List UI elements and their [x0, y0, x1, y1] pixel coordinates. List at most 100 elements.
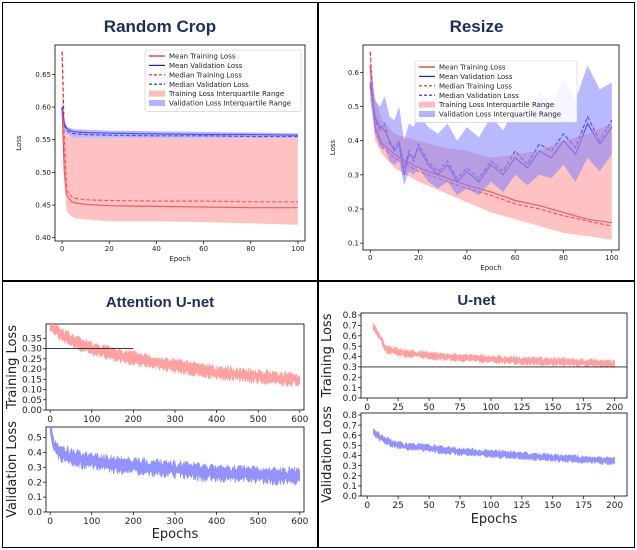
- x-tick-label: 25: [392, 501, 403, 511]
- x-tick-label: 500: [250, 415, 267, 425]
- unet-chart: 0 25 50 75 100 125 150 175 2000.00.10.20.30.40.5…: [320, 311, 628, 527]
- series-group: [373, 322, 615, 369]
- y-tick-label: 0.5: [348, 103, 359, 111]
- x-tick-label: 600: [291, 415, 308, 425]
- y-tick-label: 0.40: [35, 234, 51, 242]
- legend-swatch: [419, 101, 435, 108]
- y-tick-label: 0.30: [22, 345, 42, 355]
- x-axis-label: Epochs: [152, 527, 199, 542]
- y-tick-label: 0.50: [35, 169, 51, 177]
- y-axis-label: Training Loss: [320, 313, 335, 398]
- random-crop-chart: 0 20 40 60 80 100 0.40 0.45 0.50 0.55 0.60 0.65 Epoc…: [15, 44, 306, 263]
- y-tick-label: 0.45: [35, 202, 51, 210]
- y-tick-label: 0.4: [28, 449, 43, 459]
- legend-swatch: [149, 90, 165, 97]
- x-tick-label: 200: [125, 415, 142, 425]
- x-tick-label: 300: [166, 415, 183, 425]
- series-group: [369, 51, 613, 240]
- iqr-band: [370, 65, 612, 196]
- y-tick-label: 0.20: [22, 365, 42, 375]
- iqr-band: [370, 51, 612, 240]
- x-tick-label: 60: [511, 254, 520, 262]
- x-tick-label: 100: [83, 415, 100, 425]
- x-tick-label: 175: [575, 403, 592, 413]
- y-tick-label: 0.1: [28, 493, 42, 503]
- x-tick-label: 0: [368, 254, 372, 262]
- legend-label: Mean Training Loss: [169, 53, 236, 61]
- legend-label: Mean Training Loss: [439, 64, 506, 72]
- panel-attention-unet: Attention U-net 0 100 200 300 400 500 600 0.00 0…: [2, 281, 318, 548]
- y-tick-label: 0.2: [348, 205, 359, 213]
- y-tick-label: 0.3: [343, 462, 357, 472]
- plot-area: 0 20 40 60 80 100 0.1 0.2 0.3 0.4 0.5 0.6 Epoch Loss: [329, 44, 620, 272]
- y-tick-label: 0.8: [343, 311, 358, 321]
- x-tick-label: 25: [392, 403, 403, 413]
- panel-resize: Resize 0 20 40 60 80 100 0.1 0.2 0.3 0.4 0.5 0.6 Epo…: [318, 2, 635, 281]
- x-tick-label: 50: [423, 403, 435, 413]
- y-tick-label: 0.2: [28, 478, 42, 488]
- y-tick-label: 0.0: [343, 492, 358, 502]
- x-tick-label: 100: [83, 517, 100, 527]
- legend-label: Median Training Loss: [169, 71, 242, 79]
- x-tick-label: 80: [559, 254, 568, 262]
- x-tick-label: 60: [199, 245, 208, 253]
- x-tick-label: 150: [544, 501, 561, 511]
- x-tick-label: 40: [462, 254, 471, 262]
- y-tick-label: 0.55: [35, 136, 51, 144]
- x-tick-label: 100: [482, 501, 499, 511]
- x-tick-label: 500: [250, 517, 267, 527]
- x-tick-label: 0: [47, 415, 53, 425]
- x-tick-label: 75: [454, 403, 465, 413]
- y-tick-label: 0.2: [343, 373, 357, 383]
- series-group: [50, 324, 300, 388]
- y-tick-label: 0.6: [343, 431, 358, 441]
- y-axis-label: Validation Loss: [320, 406, 335, 503]
- y-axis-label: Loss: [15, 135, 23, 151]
- axes-frame: [54, 44, 306, 242]
- y-tick-label: 0.6: [348, 69, 360, 77]
- x-tick-label: 0: [60, 245, 64, 253]
- loss-band: [50, 427, 300, 486]
- loss-band: [50, 324, 300, 388]
- y-tick-label: 0.5: [343, 442, 357, 452]
- y-tick-label: 0.3: [348, 171, 359, 179]
- y-tick-label: 0.6: [343, 332, 358, 342]
- y-tick-label: 0.25: [22, 355, 42, 365]
- x-tick-label: 125: [513, 501, 530, 511]
- y-tick-label: 0.3: [28, 463, 42, 473]
- x-tick-label: 600: [291, 517, 308, 527]
- plot-area: 0 25 50 75 100 125 150 175 200 0.00.10.20.30.40.5…: [320, 311, 628, 413]
- legend-label: Mean Validation Loss: [439, 73, 513, 81]
- plot-area: 0 25 50 75 100 125 150 175 200 0.00.10.20.30.40.5…: [320, 406, 628, 527]
- legend-frame: [414, 60, 578, 123]
- y-tick-label: 0.65: [35, 71, 51, 79]
- legend-label: Training Loss Interquartile Range: [438, 101, 554, 109]
- loss-band: [373, 322, 615, 369]
- legend-label: Validation Loss Interquartile Range: [169, 100, 291, 108]
- x-tick-label: 200: [606, 501, 623, 511]
- y-tick-label: 0.10: [22, 386, 42, 396]
- series-group: [373, 428, 615, 466]
- y-tick-label: 0.60: [35, 104, 51, 112]
- plot-area: 0 100 200 300 400 500 6000.000.050.100.150.200…: [5, 323, 309, 425]
- iqr-band: [62, 100, 298, 138]
- y-tick-label: 0.0: [343, 394, 358, 404]
- x-axis-label: Epoch: [480, 264, 501, 272]
- x-tick-label: 0: [364, 501, 370, 511]
- y-tick-label: 0.4: [348, 137, 360, 145]
- legend-frame: [144, 49, 302, 112]
- y-tick-label: 0.00: [22, 406, 42, 416]
- y-tick-label: 0.1: [348, 240, 359, 248]
- panel-random-crop: Random Crop 0 20 40 60 80 100 0.40 0.45 0.50 0.55…: [2, 2, 318, 281]
- x-tick-label: 20: [105, 245, 114, 253]
- y-tick-label: 0.4: [343, 452, 358, 462]
- x-tick-label: 75: [454, 501, 465, 511]
- x-tick-label: 175: [575, 501, 592, 511]
- series-group: [61, 51, 298, 225]
- legend-swatch: [419, 111, 435, 117]
- plot-area: 0 20 40 60 80 100 0.40 0.45 0.50 0.55 0.60 0.65 Epoc…: [15, 44, 306, 263]
- y-tick-label: 0.35: [22, 334, 42, 344]
